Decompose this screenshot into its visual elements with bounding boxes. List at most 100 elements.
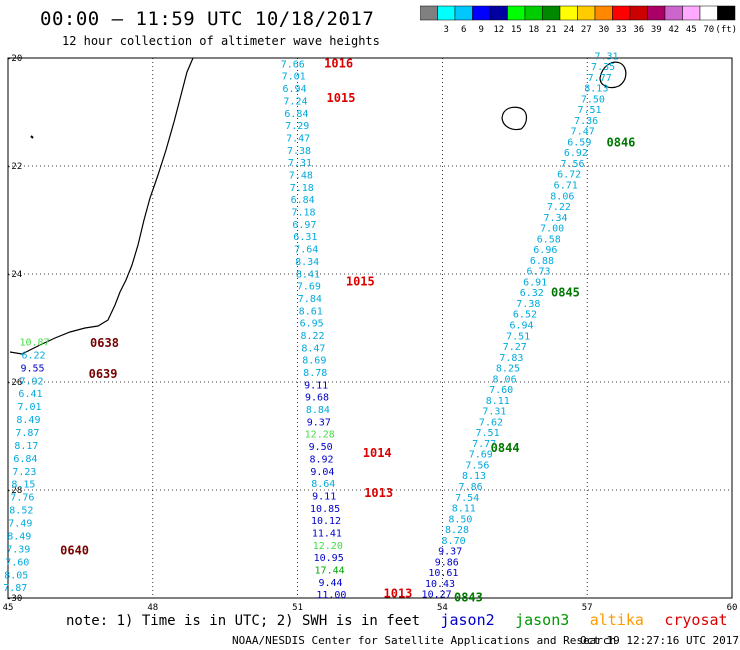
islet-dot [30,135,34,139]
swh-value: 6.84 [13,454,37,465]
swh-value: 12.28 [305,430,335,441]
swh-value: 8.05 [4,570,28,581]
legend-label: 42 [668,25,679,34]
swh-value: 6.94 [510,320,534,331]
swh-value: 6.59 [567,137,591,148]
swh-value: 7.84 [298,294,322,305]
swh-value: 7.54 [455,493,479,504]
swh-value: 6.94 [283,84,307,95]
sat-cryosat: cryosat [664,611,728,629]
legend-label: 18 [528,25,539,34]
swh-value: 7.24 [283,96,307,107]
swh-value: 7.66 [281,59,305,70]
swh-value: 7.38 [516,299,540,310]
legend-label: 30 [598,25,609,34]
swh-value: 7.56 [560,159,584,170]
swh-value: 7.39 [6,544,30,555]
swh-value: 8.61 [299,306,323,317]
pass-time-label: 0844 [491,441,520,455]
map-subtitle: 12 hour collection of altimeter wave hei… [62,34,380,48]
swh-value: 7.34 [543,213,567,224]
swh-value: 7.77 [588,73,612,84]
swh-value: 8.49 [16,415,40,426]
swh-value: 7.64 [294,245,318,256]
swh-value: 7.56 [465,460,489,471]
swh-value: 6.92 [564,148,588,159]
swh-value: 8.50 [448,514,472,525]
swh-value: 8.78 [303,368,327,379]
swh-value: 9.55 [20,363,44,374]
swh-value: 6.52 [513,310,537,321]
swh-value: 9.86 [435,557,459,568]
lon-tick-label: 48 [147,603,158,610]
swh-value: 6.97 [292,220,316,231]
swh-value: 8.47 [301,343,325,354]
swh-value: 7.51 [476,428,500,439]
swh-value: 8.69 [302,356,326,367]
swh-value: 7.60 [5,557,29,568]
pass-time-label: 1013 [364,486,393,500]
swh-value: 6.95 [300,319,324,330]
legend-label: 21 [546,25,557,34]
lat-tick-label: -24 [6,270,22,280]
swh-value: 9.50 [309,442,333,453]
swh-value: 8.11 [452,504,476,515]
swh-value: 7.51 [577,105,601,116]
swh-value: 7.01 [17,402,41,413]
pass-time-label: 0845 [551,285,580,299]
swh-value: 7.76 [10,493,34,504]
pass-time-label: 1016 [324,56,353,70]
swh-value: 8.49 [7,531,31,542]
pass-time-label: 0843 [454,590,483,604]
swh-value: 7.69 [469,450,493,461]
swh-value: 12.20 [313,541,343,552]
swh-value: 7.62 [479,417,503,428]
swh-value: 7.38 [287,146,311,157]
swh-value: 8.28 [445,525,469,536]
swh-value: 7.49 [8,519,32,530]
swh-value: 8.22 [300,331,324,342]
swh-value: 11.41 [312,528,342,539]
lat-tick-label: -28 [6,486,22,496]
swh-value: 8.25 [496,364,520,375]
swh-value: 9.37 [307,417,331,428]
swh-value: 7.31 [594,51,618,62]
swh-value: 7.35 [591,62,615,73]
swh-value: 7.51 [506,331,530,342]
swh-value: 8.84 [306,405,330,416]
swh-value: 7.27 [503,342,527,353]
swh-value: 7.23 [12,467,36,478]
swh-value: 6.84 [291,195,315,206]
swh-value: 10.87 [19,338,49,349]
footer-note: note: 1) Time is in UTC; 2) SWH is in fe… [66,611,740,629]
legend-unit: (ft) [715,25,737,34]
swh-value: 7.50 [581,94,605,105]
generated-timestamp: Oct 19 12:27:16 UTC 2017 [580,634,739,647]
swh-value: 7.31 [482,407,506,418]
swh-value: 8.52 [9,506,33,517]
map-title: 00:00 – 11:59 UTC 10/18/2017 [40,8,375,30]
legend-label: 36 [633,25,644,34]
lon-tick-label: 60 [727,603,738,610]
legend-label: 33 [616,25,627,34]
swh-value: 7.47 [286,133,310,144]
swh-value: 8.64 [311,479,335,490]
swh-value: 6.73 [527,267,551,278]
swh-value: 7.69 [297,282,321,293]
swh-value: 10.85 [310,504,340,515]
swh-value: 6.91 [523,277,547,288]
lon-tick-label: 54 [437,603,448,610]
legend-label: 70 [703,25,714,34]
swh-value: 8.11 [486,396,510,407]
swh-value: 7.77 [472,439,496,450]
swh-value: 7.47 [571,127,595,138]
swh-value: 8.06 [550,191,574,202]
altimeter-tracks: 7.667.016.947.246.847.297.477.387.317.48… [3,51,618,601]
legend-label: 27 [581,25,592,34]
swh-value: 10.95 [314,553,344,564]
swh-value: 7.36 [574,116,598,127]
altimeter-map: 45 48 51 54 57 60-20-22-24-26-28-30 7.667.016… [3,51,738,610]
swh-value: 8.13 [584,84,608,95]
swh-value: 8.92 [309,454,333,465]
lat-tick-label: -30 [6,594,22,604]
